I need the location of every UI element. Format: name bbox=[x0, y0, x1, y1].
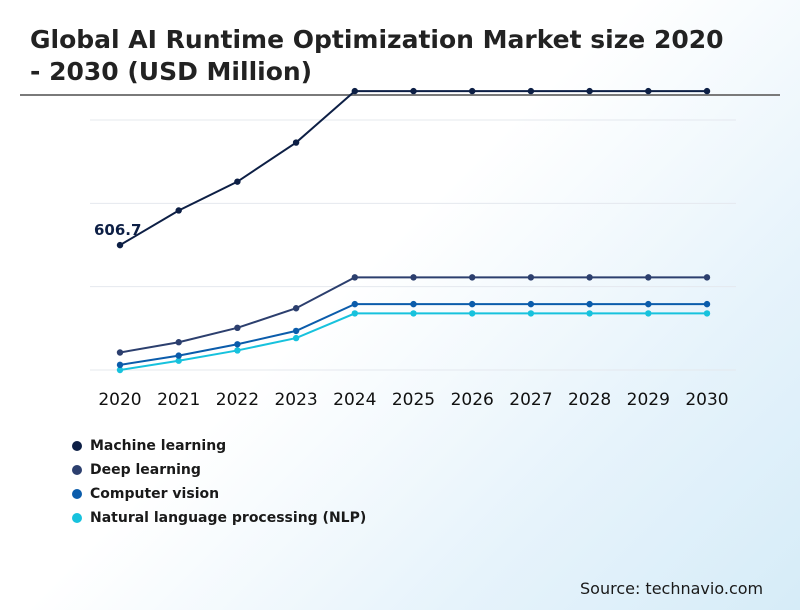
data-point bbox=[234, 178, 241, 185]
data-point bbox=[292, 139, 300, 146]
data-point bbox=[351, 87, 358, 95]
data-point bbox=[527, 87, 535, 95]
data-point bbox=[351, 300, 358, 308]
legend-item-nlp: Natural language processing (NLP) bbox=[72, 506, 366, 530]
data-point bbox=[586, 300, 593, 308]
data-point bbox=[234, 341, 241, 348]
data-point bbox=[586, 310, 593, 317]
x-tick-label: 2023 bbox=[274, 390, 317, 410]
data-point bbox=[703, 274, 711, 281]
data-point bbox=[586, 87, 593, 95]
data-point bbox=[527, 310, 535, 317]
source-credit: Source: technavio.com bbox=[580, 579, 764, 598]
data-point bbox=[292, 334, 300, 342]
data-point bbox=[410, 274, 417, 281]
data-point bbox=[469, 310, 476, 317]
legend-marker-icon bbox=[72, 441, 82, 451]
data-point bbox=[175, 207, 182, 214]
legend-label: Machine learning bbox=[90, 438, 227, 454]
data-point bbox=[292, 305, 300, 312]
x-tick-label: 2025 bbox=[392, 390, 435, 410]
title-divider bbox=[20, 94, 780, 96]
x-tick-label: 2027 bbox=[509, 390, 552, 410]
data-point bbox=[645, 87, 652, 95]
legend-marker-icon bbox=[72, 465, 82, 475]
data-point bbox=[351, 274, 358, 281]
data-point bbox=[175, 339, 182, 346]
data-point bbox=[703, 310, 711, 317]
data-point bbox=[292, 327, 300, 335]
data-point bbox=[527, 300, 535, 308]
legend-item-machine-learning: Machine learning bbox=[72, 434, 366, 458]
legend-marker-icon bbox=[72, 489, 82, 499]
legend-item-deep-learning: Deep learning bbox=[72, 458, 366, 482]
x-tick-label: 2028 bbox=[568, 390, 611, 410]
series-line bbox=[119, 312, 707, 371]
data-point bbox=[469, 300, 476, 308]
data-point bbox=[410, 310, 417, 317]
x-tick-label: 2029 bbox=[627, 390, 670, 410]
data-point bbox=[703, 87, 711, 95]
data-point bbox=[469, 87, 476, 95]
data-point bbox=[175, 357, 182, 364]
data-point bbox=[469, 274, 476, 281]
data-point bbox=[410, 300, 417, 308]
data-point bbox=[175, 352, 182, 359]
legend-label: Deep learning bbox=[90, 462, 201, 478]
x-tick-label: 2022 bbox=[216, 390, 259, 410]
data-point bbox=[116, 361, 124, 369]
data-point bbox=[116, 241, 124, 249]
x-tick-label: 2024 bbox=[333, 390, 376, 410]
legend: Machine learning Deep learning Computer … bbox=[72, 434, 366, 530]
data-point bbox=[351, 310, 358, 317]
data-point bbox=[527, 274, 535, 281]
x-tick-label: 2020 bbox=[98, 390, 141, 410]
series-line bbox=[119, 90, 707, 246]
data-point bbox=[586, 274, 593, 281]
data-label: 606.7 bbox=[94, 221, 141, 239]
data-point bbox=[116, 349, 124, 356]
data-point bbox=[703, 300, 711, 308]
x-tick-label: 2030 bbox=[685, 390, 728, 410]
data-point bbox=[116, 366, 124, 374]
x-tick-label: 2021 bbox=[157, 390, 200, 410]
data-point bbox=[234, 347, 241, 354]
data-point bbox=[645, 300, 652, 308]
data-point bbox=[645, 310, 652, 317]
x-tick-label: 2026 bbox=[451, 390, 494, 410]
data-point bbox=[645, 274, 652, 281]
legend-marker-icon bbox=[72, 513, 82, 523]
legend-item-computer-vision: Computer vision bbox=[72, 482, 366, 506]
data-point bbox=[234, 324, 241, 332]
legend-label: Natural language processing (NLP) bbox=[90, 510, 367, 526]
legend-label: Computer vision bbox=[90, 486, 220, 502]
chart-title: Global AI Runtime Optimization Market si… bbox=[30, 25, 724, 86]
data-point bbox=[410, 87, 417, 95]
